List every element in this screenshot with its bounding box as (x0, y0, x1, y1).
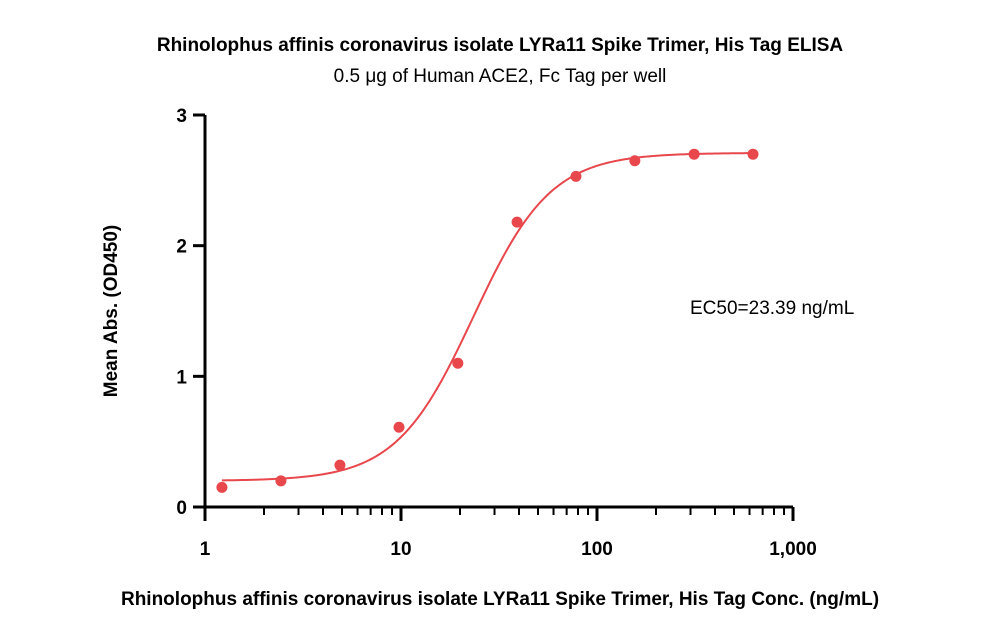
chart-title: Rhinolophus affinis coronavirus isolate … (157, 35, 844, 56)
chart-subtitle: 0.5 μg of Human ACE2, Fc Tag per well (334, 66, 667, 87)
y-axis-label: Mean Abs. (OD450) (101, 225, 122, 397)
y-tick-label: 0 (176, 498, 187, 519)
fit-curve-layer (221, 152, 753, 482)
data-point (334, 459, 346, 471)
x-axis-label: Rhinolophus affinis coronavirus isolate … (121, 589, 879, 610)
data-point (393, 421, 405, 433)
data-point (452, 357, 464, 369)
x-tick-label: 1,000 (769, 539, 817, 560)
y-tick-label: 3 (176, 106, 187, 127)
fit-curve (221, 152, 753, 482)
ec50-annotation: EC50=23.39 ng/mL (690, 298, 854, 319)
data-point (688, 148, 700, 160)
data-point (629, 155, 641, 167)
y-tick-label: 1 (176, 367, 187, 388)
y-tick-label: 2 (176, 237, 187, 258)
x-tick-label: 1 (200, 539, 211, 560)
data-point (747, 148, 759, 160)
data-point (511, 216, 523, 228)
data-points (216, 148, 759, 493)
x-tick-label: 100 (581, 539, 613, 560)
x-tick-label: 10 (390, 539, 411, 560)
data-point (570, 170, 582, 182)
data-point (275, 475, 287, 487)
data-point (216, 481, 228, 493)
